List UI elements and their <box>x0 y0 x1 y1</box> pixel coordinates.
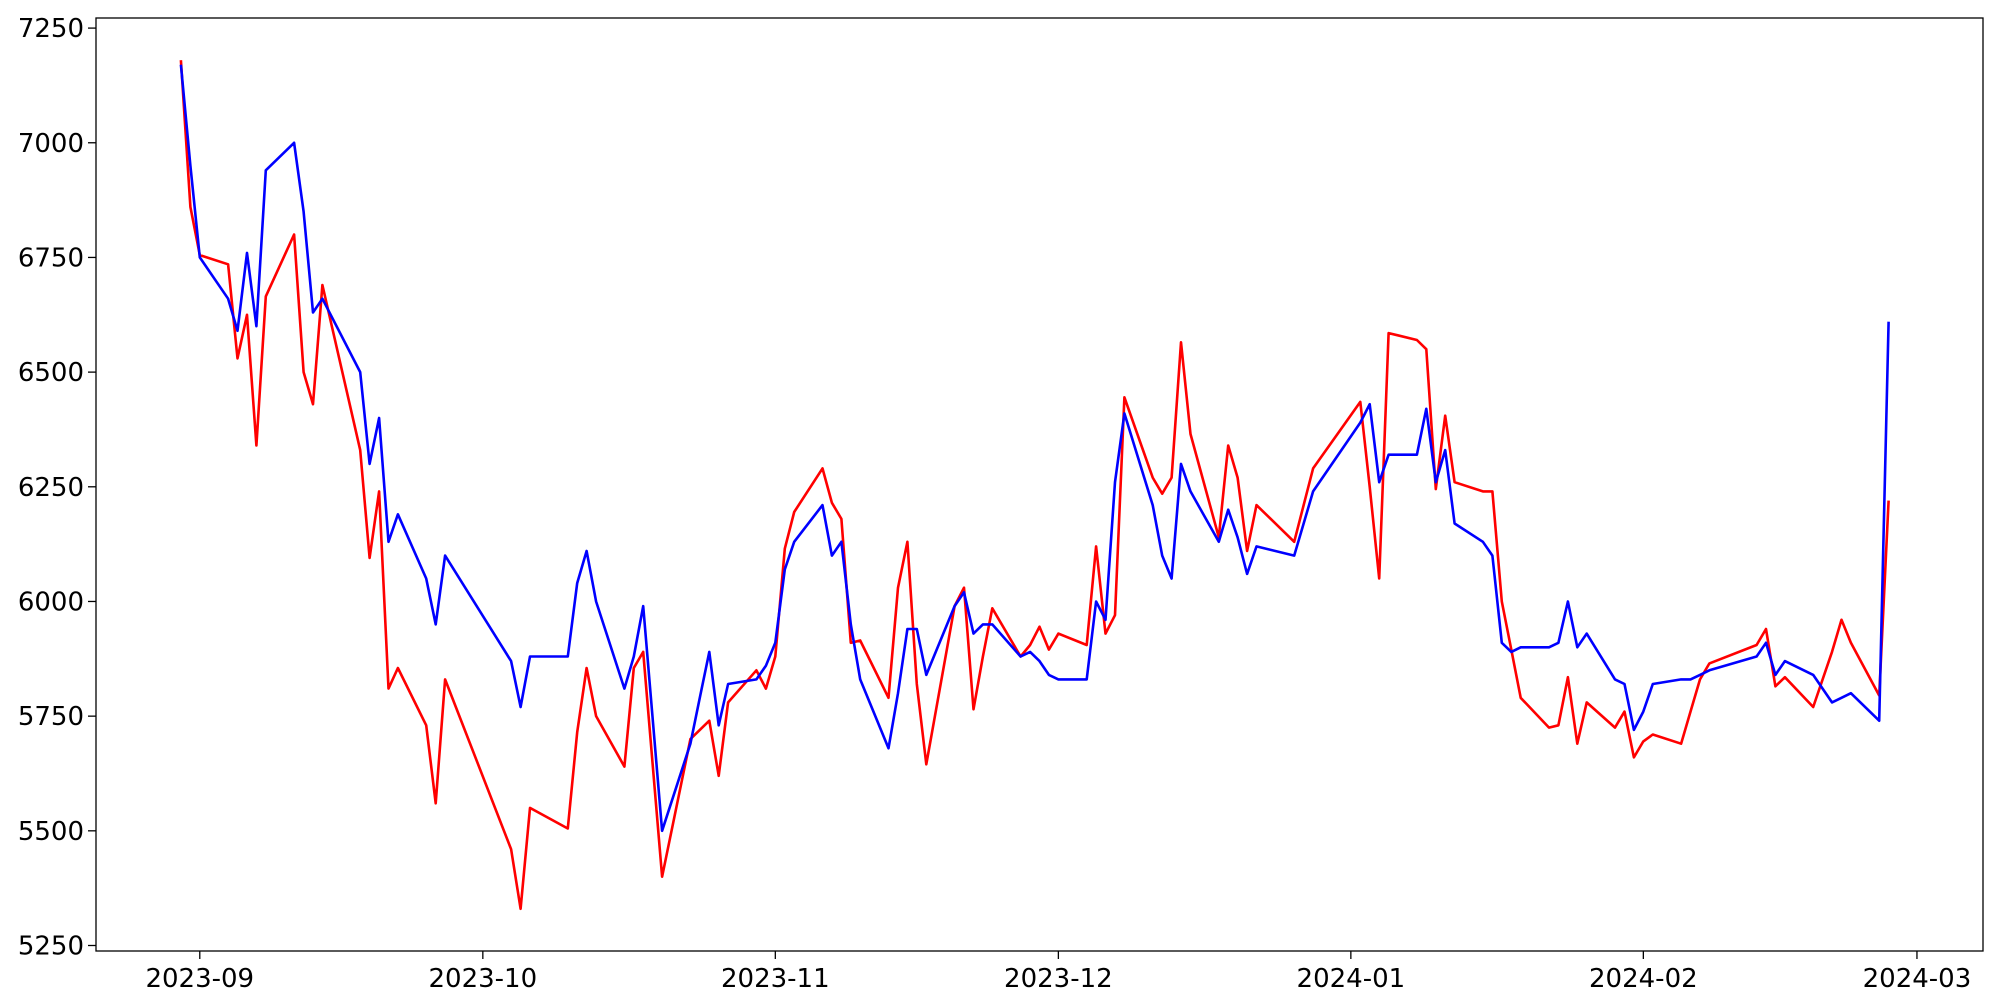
x-tick-label: 2024-03 <box>1863 964 1972 994</box>
line-series <box>179 64 1890 833</box>
x-tick-label: 2023-11 <box>721 964 830 994</box>
y-tick-label: 6000 <box>18 587 84 617</box>
x-tick-label: 2023-10 <box>429 964 538 994</box>
x-tick-label: 2024-01 <box>1297 964 1406 994</box>
line-series <box>179 60 1890 911</box>
x-tick-label: 2024-02 <box>1589 964 1698 994</box>
y-tick-label: 7000 <box>18 129 84 159</box>
y-tick-label: 7250 <box>18 14 84 44</box>
plot-frame <box>95 17 1984 952</box>
y-tick-label: 5250 <box>18 931 84 961</box>
y-tick-label: 5750 <box>18 702 84 732</box>
y-tick-label: 6250 <box>18 473 84 503</box>
x-tick-label: 2023-09 <box>145 964 254 994</box>
y-tick-label: 6500 <box>18 358 84 388</box>
y-tick-label: 5500 <box>18 817 84 847</box>
y-tick-label: 6750 <box>18 243 84 273</box>
x-tick-label: 2023-12 <box>1004 964 1113 994</box>
